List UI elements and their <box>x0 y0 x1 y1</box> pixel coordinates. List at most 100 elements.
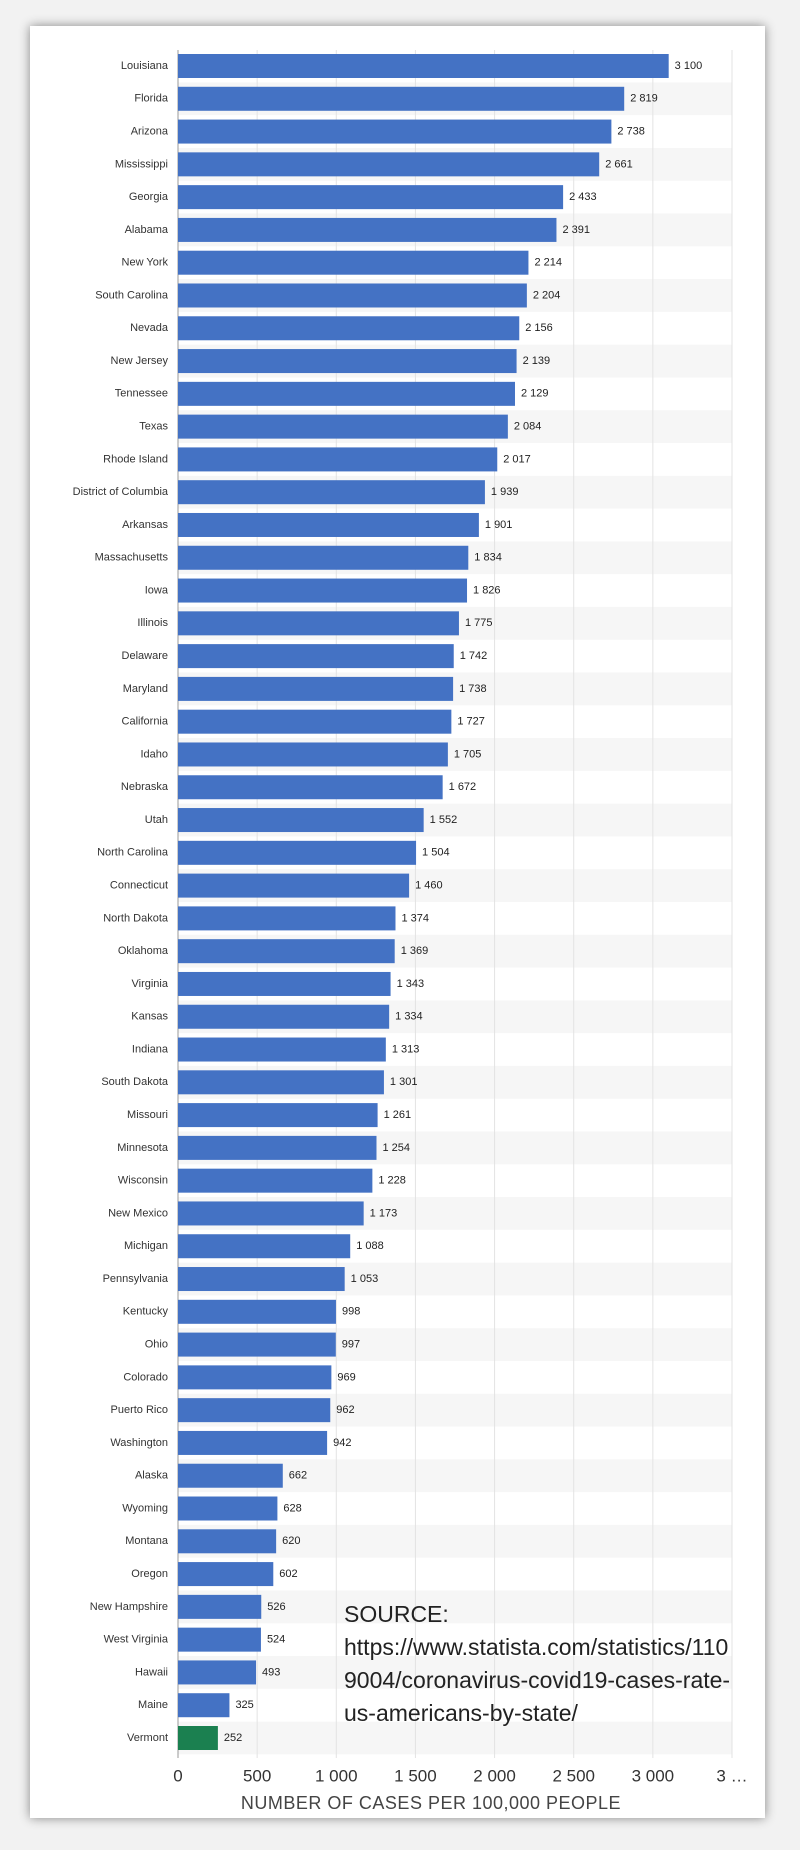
value-label: 2 084 <box>514 421 542 433</box>
value-label: 1 901 <box>485 519 513 531</box>
value-label: 1 705 <box>454 748 482 760</box>
x-tick-label: 2 500 <box>552 1766 595 1785</box>
value-label: 1 334 <box>395 1011 423 1023</box>
bar <box>178 1299 336 1324</box>
value-label: 998 <box>342 1306 360 1318</box>
x-tick-label: 3 000 <box>632 1766 675 1785</box>
bar <box>178 1103 378 1128</box>
marks: Louisiana 3 100 Florida 2 819 Arizona 2 738 Mi… <box>73 54 702 1750</box>
bar <box>178 185 564 210</box>
category-label: Iowa <box>145 584 169 596</box>
row-stripe <box>178 1590 732 1624</box>
category-label: Michigan <box>124 1240 168 1252</box>
category-label: Georgia <box>129 191 169 203</box>
value-label: 2 017 <box>503 453 531 465</box>
bar <box>178 644 454 669</box>
category-label: Mississippi <box>115 158 168 170</box>
category-label: Delaware <box>122 650 168 662</box>
row-stripe <box>178 1721 732 1755</box>
bar <box>178 283 527 308</box>
category-label: Nevada <box>130 322 169 334</box>
bar <box>178 1332 336 1357</box>
bar <box>178 349 517 374</box>
value-label: 2 391 <box>562 224 590 236</box>
value-label: 1 261 <box>384 1109 412 1121</box>
value-label: 1 343 <box>397 978 425 990</box>
category-label: Washington <box>110 1437 168 1449</box>
bar <box>178 873 410 898</box>
value-label: 969 <box>337 1371 355 1383</box>
bar <box>178 414 508 439</box>
value-label: 620 <box>282 1535 300 1547</box>
value-label: 2 819 <box>630 93 658 105</box>
category-label: New Jersey <box>111 355 169 367</box>
value-label: 1 738 <box>459 683 487 695</box>
value-label: 1 826 <box>473 584 501 596</box>
value-label: 1 552 <box>430 814 458 826</box>
value-label: 2 139 <box>523 355 551 367</box>
category-label: Idaho <box>140 748 168 760</box>
bar <box>178 217 557 242</box>
x-axis-title: NUMBER OF CASES PER 100,000 PEOPLE <box>241 1793 621 1813</box>
category-label: New Hampshire <box>90 1601 168 1613</box>
x-tick-label: 0 <box>173 1766 182 1785</box>
category-label: California <box>122 716 169 728</box>
category-label: South Carolina <box>95 289 169 301</box>
value-label: 2 433 <box>569 191 597 203</box>
value-label: 493 <box>262 1666 280 1678</box>
category-label: Florida <box>134 93 169 105</box>
bar <box>178 1529 277 1554</box>
value-label: 1 939 <box>491 486 519 498</box>
x-tick-label: 1 500 <box>394 1766 437 1785</box>
value-label: 1 254 <box>382 1142 410 1154</box>
value-label: 524 <box>267 1634 285 1646</box>
category-label: Kentucky <box>123 1306 169 1318</box>
category-label: Maryland <box>123 683 168 695</box>
bar <box>178 1234 351 1259</box>
category-label: Puerto Rico <box>111 1404 168 1416</box>
category-label: Colorado <box>123 1371 168 1383</box>
category-label: Tennessee <box>115 388 168 400</box>
row-stripe <box>178 1656 732 1689</box>
value-label: 325 <box>235 1699 253 1711</box>
bar <box>178 381 515 406</box>
value-label: 1 775 <box>465 617 493 629</box>
bar <box>178 808 424 833</box>
category-label: Texas <box>139 421 168 433</box>
category-label: West Virginia <box>104 1634 169 1646</box>
category-label: South Dakota <box>101 1076 169 1088</box>
category-label: Vermont <box>127 1732 168 1744</box>
bar <box>178 1168 373 1193</box>
value-label: 1 672 <box>449 781 477 793</box>
bar <box>178 1004 390 1029</box>
value-label: 2 156 <box>525 322 553 334</box>
value-label: 997 <box>342 1338 360 1350</box>
bar <box>178 54 669 78</box>
bar <box>178 512 479 537</box>
value-label: 2 129 <box>521 388 549 400</box>
value-label: 662 <box>289 1470 307 1482</box>
value-label: 2 204 <box>533 289 561 301</box>
bar <box>178 1398 331 1423</box>
category-label: Wyoming <box>122 1502 168 1514</box>
bar <box>178 1037 386 1062</box>
category-label: Ohio <box>145 1338 168 1350</box>
bar <box>178 1463 283 1488</box>
bar <box>178 152 600 177</box>
bar <box>178 1365 332 1390</box>
value-label: 1 301 <box>390 1076 418 1088</box>
bar <box>178 1627 261 1652</box>
bar <box>178 1267 345 1292</box>
value-label: 1 460 <box>415 880 443 892</box>
category-label: Rhode Island <box>103 453 168 465</box>
category-label: Kansas <box>131 1011 168 1023</box>
bar <box>178 676 454 701</box>
bar <box>178 775 443 800</box>
value-label: 1 088 <box>356 1240 384 1252</box>
bar <box>178 611 459 636</box>
value-label: 628 <box>283 1502 301 1514</box>
bar <box>178 1562 274 1587</box>
category-label: Virginia <box>132 978 169 990</box>
category-label: Alaska <box>135 1470 169 1482</box>
value-label: 942 <box>333 1437 351 1449</box>
